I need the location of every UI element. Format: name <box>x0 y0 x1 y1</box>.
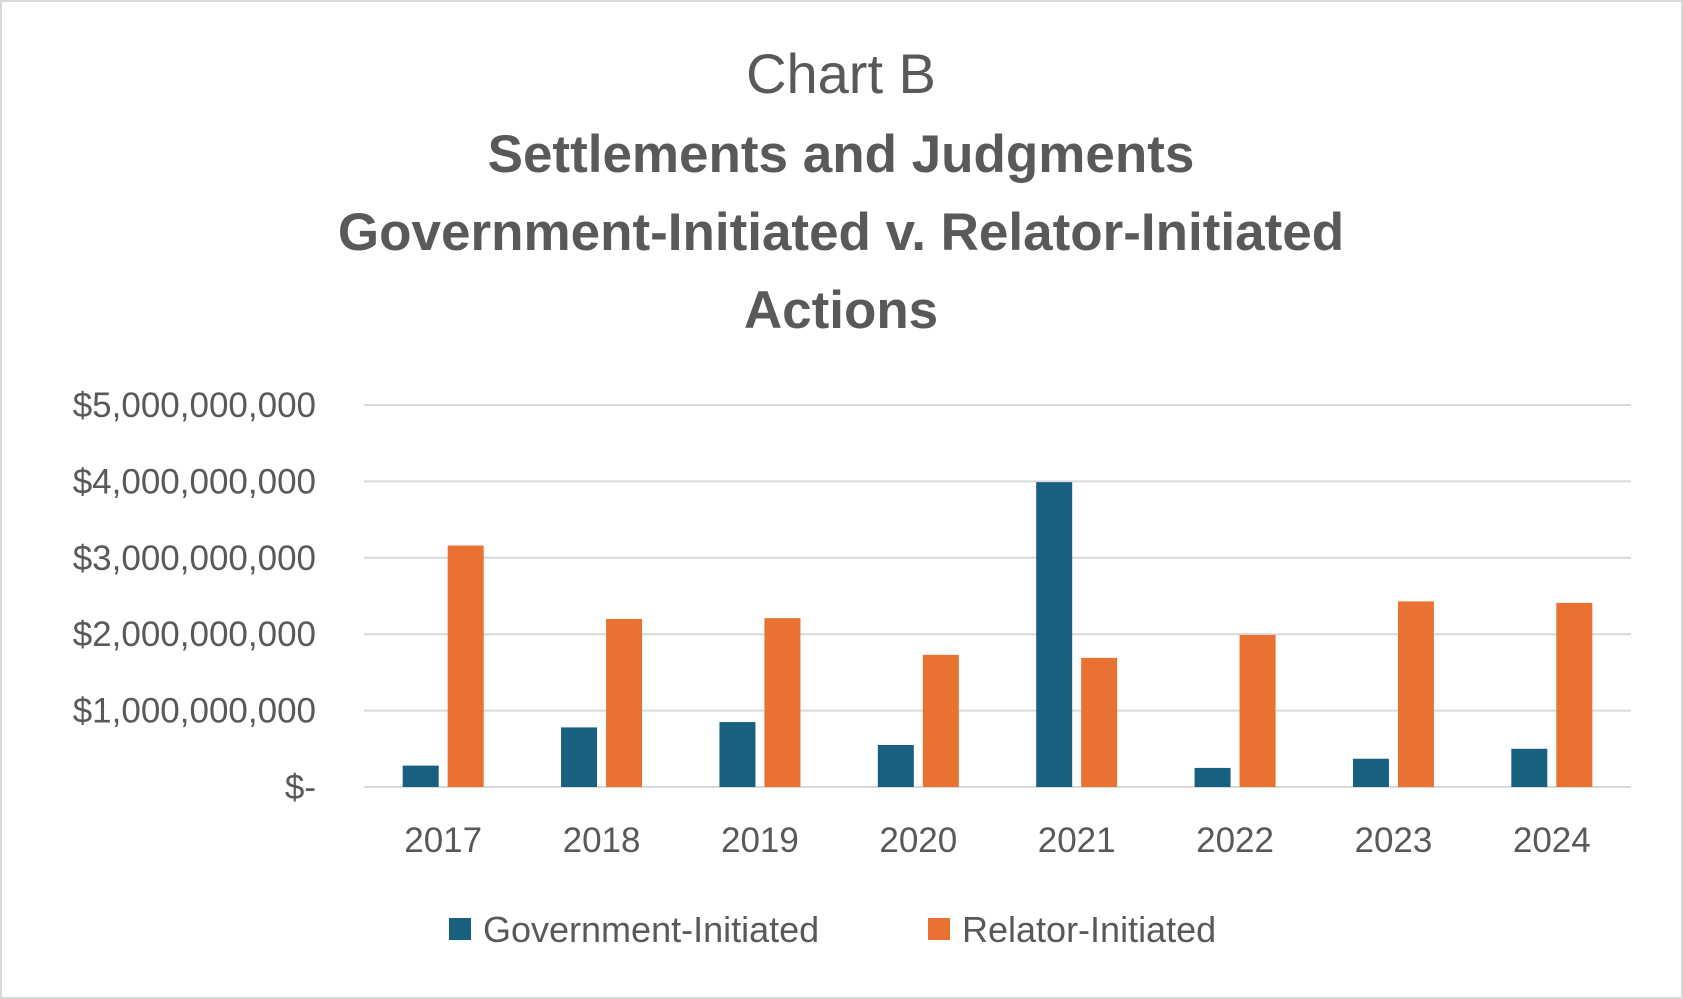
legend-swatch-government-initiated <box>449 918 471 940</box>
bar-government-initiated-2018 <box>561 727 598 787</box>
chart-title: Chart B <box>746 42 936 105</box>
bar-relator-initiated-2020 <box>922 654 959 787</box>
bar-relator-initiated-2023 <box>1397 601 1434 787</box>
bar-government-initiated-2021 <box>1036 482 1073 787</box>
x-tick-label-2018: 2018 <box>563 821 641 860</box>
bar-relator-initiated-2021 <box>1081 657 1118 787</box>
bar-government-initiated-2017 <box>402 765 439 787</box>
legend: Government-Initiated Relator-Initiated <box>449 909 1216 950</box>
bar-government-initiated-2020 <box>877 744 914 787</box>
y-tick-label-3: $2,000,000,000 <box>73 615 316 654</box>
y-axis-labels: $5,000,000,000 $4,000,000,000 $3,000,000,0… <box>73 386 316 807</box>
chart-subtitle-line-1: Settlements and Judgments <box>488 125 1195 184</box>
legend-label-relator-initiated: Relator-Initiated <box>962 909 1216 950</box>
bar-relator-initiated-2018 <box>606 618 643 787</box>
legend-swatch-relator-initiated <box>928 918 950 940</box>
y-tick-label-5: $- <box>285 768 316 807</box>
x-tick-label-2022: 2022 <box>1196 821 1274 860</box>
x-tick-label-2023: 2023 <box>1355 821 1433 860</box>
bars <box>402 482 1593 787</box>
y-tick-label-4: $1,000,000,000 <box>73 692 316 731</box>
bar-government-initiated-2019 <box>719 722 756 787</box>
chart-subtitle-line-2: Government-Initiated v. Relator-Initiate… <box>338 203 1344 262</box>
x-tick-label-2021: 2021 <box>1038 821 1116 860</box>
x-tick-label-2024: 2024 <box>1513 821 1591 860</box>
y-tick-label-0: $5,000,000,000 <box>73 386 316 425</box>
legend-label-government-initiated: Government-Initiated <box>483 909 819 950</box>
bar-relator-initiated-2022 <box>1239 634 1276 787</box>
bar-government-initiated-2023 <box>1352 758 1389 787</box>
bar-relator-initiated-2017 <box>447 545 484 787</box>
x-tick-label-2019: 2019 <box>721 821 799 860</box>
x-tick-label-2020: 2020 <box>879 821 957 860</box>
bar-government-initiated-2022 <box>1194 767 1231 787</box>
y-tick-label-1: $4,000,000,000 <box>73 462 316 501</box>
y-tick-label-2: $3,000,000,000 <box>73 539 316 578</box>
bar-relator-initiated-2019 <box>764 618 801 787</box>
x-tick-label-2017: 2017 <box>404 821 482 860</box>
x-axis-labels: 2017 2018 2019 2020 2021 2022 2023 2024 <box>404 821 1591 860</box>
bar-relator-initiated-2024 <box>1556 602 1593 787</box>
chart-subtitle-line-3: Actions <box>744 281 938 340</box>
gridlines <box>364 404 1631 788</box>
bar-government-initiated-2024 <box>1511 748 1548 787</box>
